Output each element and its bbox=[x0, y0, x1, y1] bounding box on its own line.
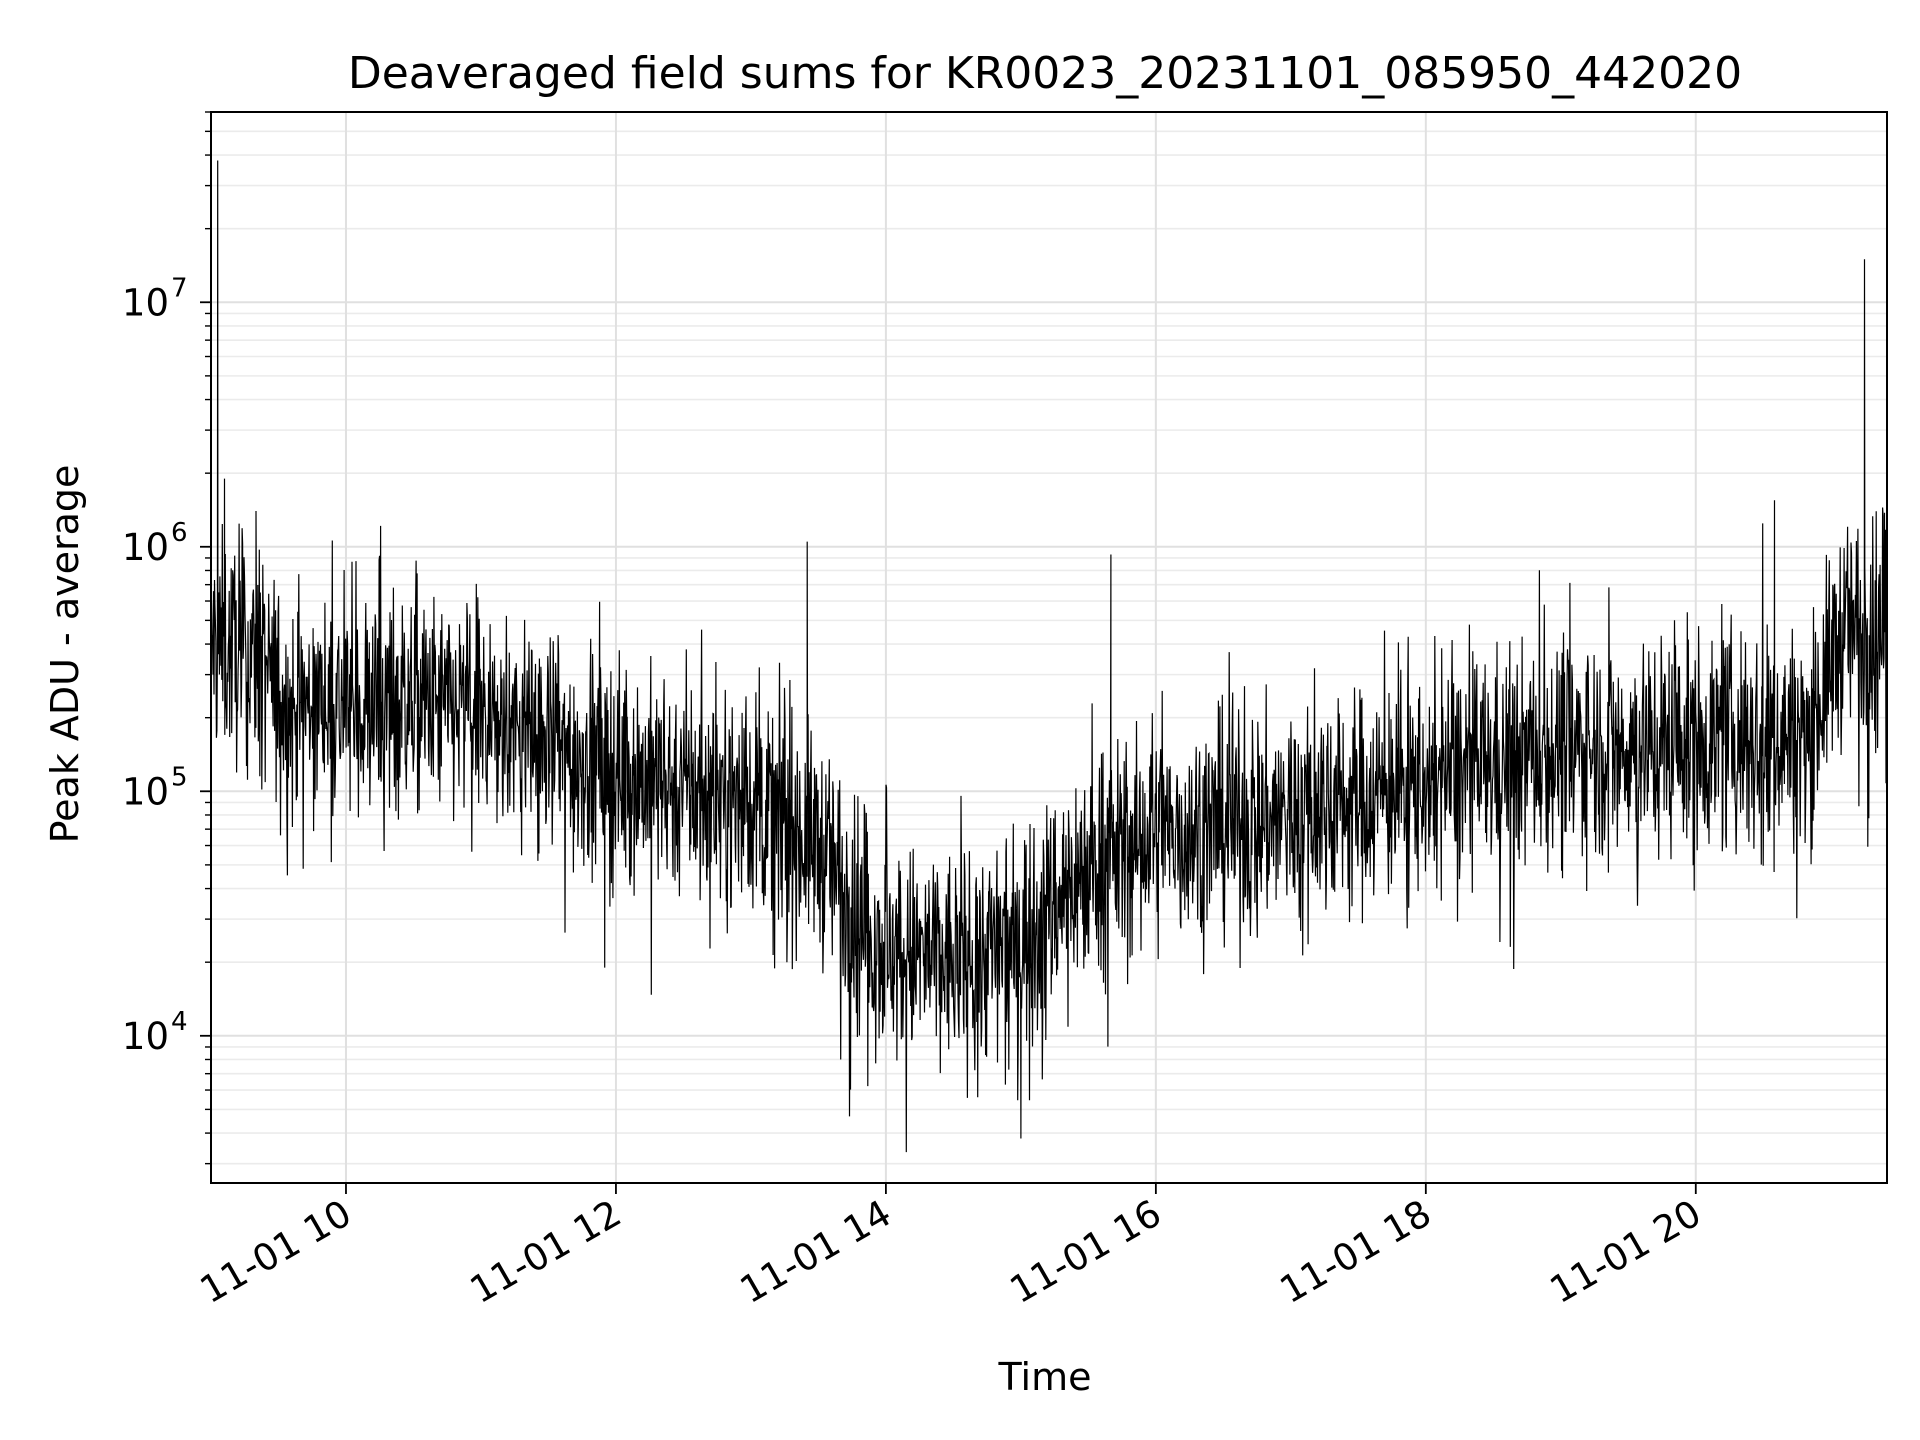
y-tick-label-exponent: 5 bbox=[171, 762, 188, 792]
series-line bbox=[210, 160, 1888, 1153]
y-tick-label: 10 bbox=[122, 770, 169, 813]
axes bbox=[210, 111, 1888, 1184]
chart-title: Deaveraged field sums for KR0023_2023110… bbox=[348, 48, 1742, 99]
y-axis-label: Peak ADU - average bbox=[43, 465, 87, 844]
y-tick-label: 10 bbox=[122, 526, 169, 569]
y-tick-label-exponent: 7 bbox=[171, 273, 188, 303]
series-timeseries bbox=[210, 160, 1888, 1153]
y-tick-label: 10 bbox=[122, 1015, 169, 1058]
x-axis-label: Time bbox=[998, 1355, 1092, 1399]
y-tick-label: 10 bbox=[122, 281, 169, 324]
y-tick-label-exponent: 4 bbox=[171, 1007, 188, 1037]
plot-frame bbox=[210, 111, 1888, 1184]
y-tick-label-exponent: 6 bbox=[171, 518, 188, 548]
